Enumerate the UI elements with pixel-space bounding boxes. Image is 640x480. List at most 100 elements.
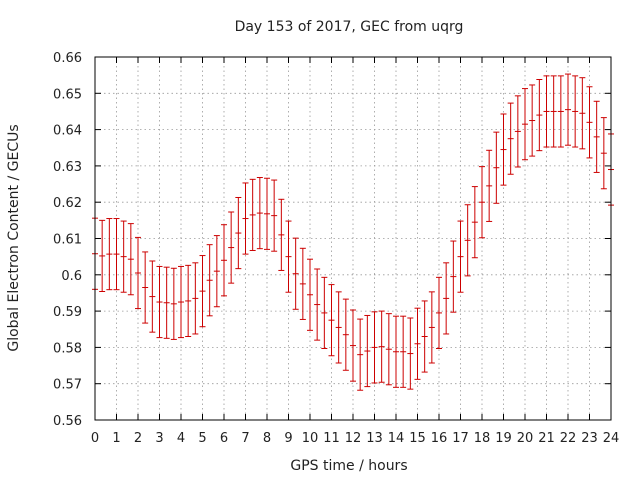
error-bar xyxy=(213,235,220,308)
x-tick-labels: 0 1 2 3 4 5 6 7 8 9 10 11 12 13 14 15 16 17 18 19 20 21 22 23 24 xyxy=(91,431,619,446)
y-tick-label: 0.57 xyxy=(53,378,82,393)
y-tick-label: 0.64 xyxy=(53,124,82,139)
x-tick-label: 4 xyxy=(177,431,185,446)
y-tick-label: 0.6 xyxy=(61,269,82,284)
error-bar xyxy=(285,220,292,293)
x-tick-label: 11 xyxy=(323,431,340,446)
x-tick-label: 13 xyxy=(366,431,383,446)
error-bar xyxy=(328,284,335,357)
error-bar xyxy=(299,247,306,320)
error-bar xyxy=(113,218,120,291)
error-bar xyxy=(385,313,392,386)
error-bar xyxy=(278,198,285,271)
error-bar xyxy=(228,211,235,284)
error-bar xyxy=(579,77,586,150)
error-bar xyxy=(529,84,536,157)
error-bar xyxy=(378,310,385,383)
error-bar xyxy=(572,75,579,148)
x-tick-label: 2 xyxy=(134,431,142,446)
error-bar xyxy=(493,131,500,204)
error-bar xyxy=(364,314,371,388)
y-tick-label: 0.59 xyxy=(53,305,82,320)
x-tick-label: 0 xyxy=(91,431,99,446)
error-bar xyxy=(264,177,270,250)
error-bar xyxy=(600,117,607,190)
error-bar xyxy=(500,113,507,186)
x-tick-label: 12 xyxy=(345,431,362,446)
x-tick-label: 16 xyxy=(431,431,448,446)
error-bar xyxy=(479,166,485,239)
error-bar xyxy=(249,178,256,251)
y-tick-label: 0.61 xyxy=(53,233,82,248)
error-bar xyxy=(99,219,106,292)
error-bar xyxy=(350,309,356,382)
error-bar xyxy=(178,265,184,339)
error-bar xyxy=(557,75,564,148)
error-bar xyxy=(593,100,600,173)
x-tick-label: 15 xyxy=(409,431,426,446)
error-bar xyxy=(428,291,435,364)
error-bar xyxy=(271,179,278,252)
error-bar xyxy=(314,268,321,341)
error-bar xyxy=(543,75,550,148)
x-tick-label: 17 xyxy=(452,431,469,446)
x-tick-label: 14 xyxy=(388,431,405,446)
error-bar xyxy=(206,244,213,317)
error-bar xyxy=(522,88,528,161)
error-bar xyxy=(235,196,242,270)
x-tick-label: 23 xyxy=(581,431,598,446)
error-bar xyxy=(221,224,227,297)
error-bar xyxy=(536,79,543,152)
error-bar xyxy=(149,260,156,333)
error-bar xyxy=(142,251,149,324)
y-tick-label: 0.65 xyxy=(53,87,82,102)
chart-title: Day 153 of 2017, GEC from uqrg xyxy=(235,19,464,35)
x-tick-label: 24 xyxy=(603,431,620,446)
error-bar xyxy=(106,218,113,291)
x-tick-label: 8 xyxy=(263,431,271,446)
error-bar xyxy=(321,276,328,349)
error-bar xyxy=(450,240,457,313)
error-bar xyxy=(335,291,342,364)
error-bar xyxy=(550,75,557,148)
x-tick-label: 21 xyxy=(538,431,555,446)
error-bar xyxy=(307,258,313,331)
error-bar xyxy=(393,315,399,388)
y-tick-label: 0.58 xyxy=(53,341,82,356)
error-bar xyxy=(565,73,571,146)
x-axis-label: GPS time / hours xyxy=(290,458,407,474)
error-bar xyxy=(185,264,192,338)
error-bar xyxy=(135,236,141,310)
y-axis-label: Global Electron Content / GECUs xyxy=(6,124,22,351)
error-bar xyxy=(514,95,521,168)
error-bar xyxy=(292,237,299,310)
x-tick-label: 5 xyxy=(198,431,206,446)
x-tick-label: 19 xyxy=(495,431,512,446)
axis-ticks xyxy=(94,56,612,421)
y-tick-label: 0.56 xyxy=(53,414,82,429)
x-tick-label: 6 xyxy=(220,431,228,446)
error-bar xyxy=(170,267,177,340)
y-tick-label: 0.63 xyxy=(53,160,82,175)
error-bar xyxy=(464,204,471,277)
error-bar xyxy=(407,317,414,390)
error-bar xyxy=(357,318,364,391)
x-tick-label: 20 xyxy=(517,431,534,446)
error-bar xyxy=(414,307,421,380)
error-bar xyxy=(342,298,349,371)
error-bar xyxy=(192,262,199,335)
x-tick-label: 22 xyxy=(560,431,577,446)
error-bar xyxy=(507,102,514,175)
error-bar xyxy=(457,220,464,293)
error-bar xyxy=(156,265,163,339)
error-bar xyxy=(120,220,127,293)
error-bar xyxy=(436,276,442,349)
error-bar xyxy=(371,311,378,384)
x-tick-label: 1 xyxy=(112,431,120,446)
x-tick-label: 7 xyxy=(241,431,249,446)
y-tick-label: 0.66 xyxy=(53,51,82,66)
error-bar xyxy=(400,315,407,388)
error-bars xyxy=(92,73,614,391)
error-bar xyxy=(443,262,450,335)
